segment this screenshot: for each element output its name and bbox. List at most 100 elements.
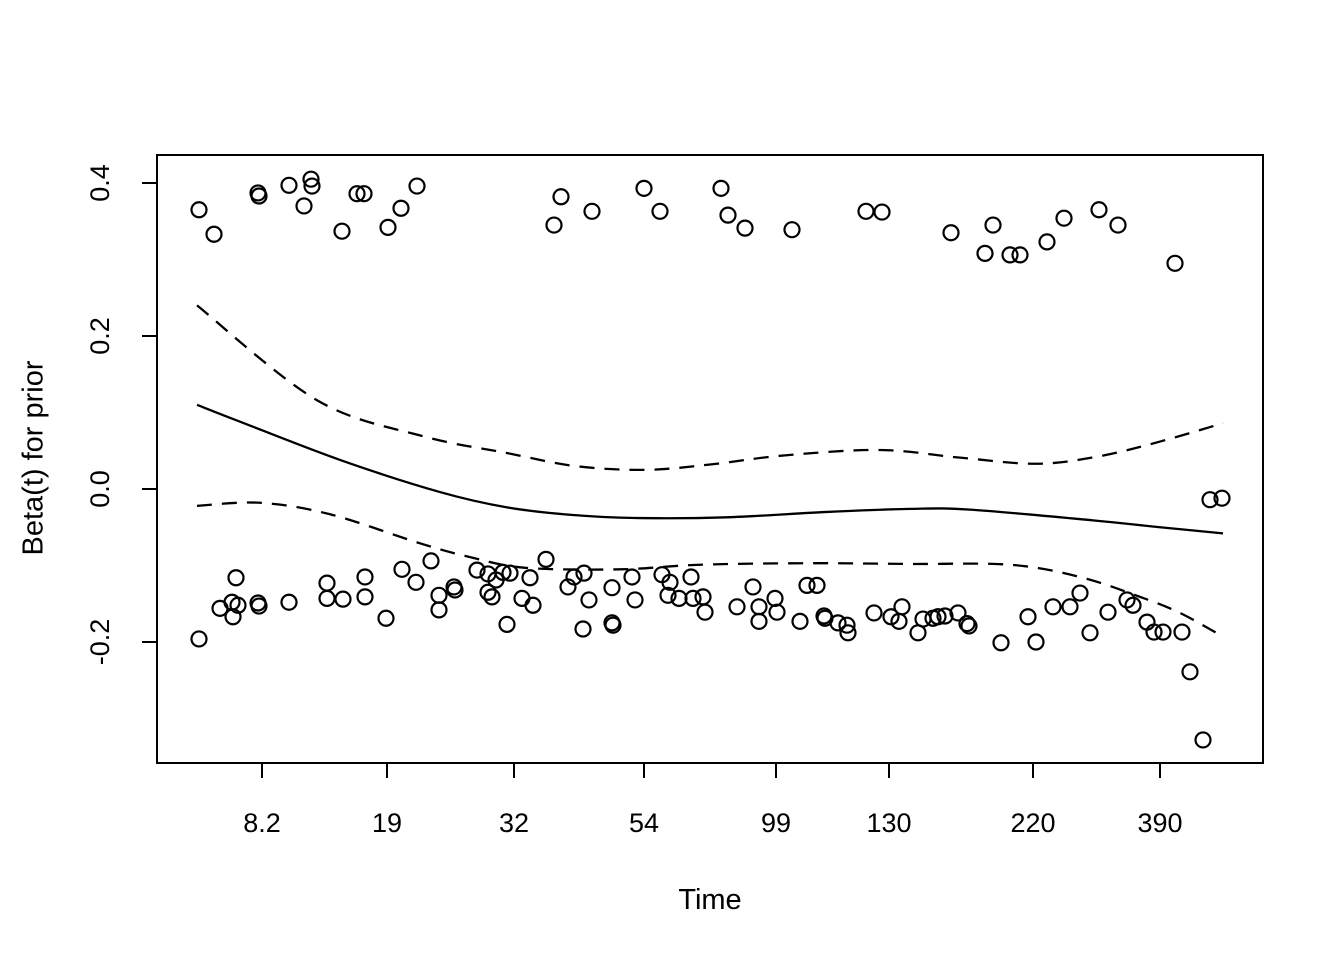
data-point xyxy=(929,608,947,626)
x-axis-title: Time xyxy=(678,884,742,916)
data-point xyxy=(736,219,754,237)
data-point xyxy=(1154,623,1172,641)
data-point xyxy=(379,218,397,236)
data-point xyxy=(229,596,247,614)
data-point xyxy=(766,589,784,607)
data-point xyxy=(1166,254,1184,272)
data-point xyxy=(422,552,440,570)
data-point xyxy=(1001,246,1019,264)
data-point xyxy=(280,176,298,194)
data-point xyxy=(750,612,768,630)
data-point xyxy=(936,607,954,625)
data-point xyxy=(408,177,426,195)
data-point xyxy=(798,576,816,594)
x-tick-label: 390 xyxy=(1137,808,1182,838)
data-point xyxy=(1124,596,1142,614)
data-point xyxy=(224,608,242,626)
data-point xyxy=(728,598,746,616)
upper-confidence-band-curve xyxy=(196,304,1224,472)
data-point xyxy=(407,573,425,591)
data-point xyxy=(227,569,245,587)
y-tick-label: -0.2 xyxy=(85,619,115,666)
data-point xyxy=(1090,201,1108,219)
data-point xyxy=(829,614,847,632)
data-point xyxy=(1099,603,1117,621)
data-point xyxy=(501,564,519,582)
data-point xyxy=(604,616,622,634)
data-point xyxy=(524,596,542,614)
data-point xyxy=(984,216,1002,234)
data-point xyxy=(302,170,320,188)
data-point xyxy=(949,604,967,622)
data-point xyxy=(1201,491,1219,509)
data-point xyxy=(521,569,539,587)
data-point xyxy=(280,593,298,611)
data-point xyxy=(430,601,448,619)
data-point xyxy=(393,560,411,578)
data-point xyxy=(356,588,374,606)
data-point xyxy=(719,206,737,224)
data-point xyxy=(446,581,464,599)
data-point xyxy=(356,568,374,586)
data-point xyxy=(1038,233,1056,251)
data-point xyxy=(873,203,891,221)
y-tick-label: 0.0 xyxy=(85,470,115,508)
data-point xyxy=(992,634,1010,652)
data-point xyxy=(334,590,352,608)
x-tick-label: 19 xyxy=(372,808,402,838)
data-point xyxy=(348,185,366,203)
x-tick-label: 54 xyxy=(629,808,659,838)
data-point xyxy=(976,244,994,262)
data-point xyxy=(552,188,570,206)
data-point xyxy=(355,185,373,203)
data-point xyxy=(190,630,208,648)
data-point xyxy=(1071,584,1089,602)
data-point xyxy=(659,586,677,604)
data-point xyxy=(303,177,321,195)
data-point xyxy=(768,603,786,621)
data-point xyxy=(377,609,395,627)
x-tick-label: 220 xyxy=(1010,808,1055,838)
data-point xyxy=(684,589,702,607)
data-point xyxy=(682,568,700,586)
data-point xyxy=(1194,731,1212,749)
data-point xyxy=(498,615,516,634)
data-point xyxy=(603,579,621,597)
y-axis-title: Beta(t) for prior xyxy=(17,360,50,556)
data-point xyxy=(1145,623,1163,641)
data-point xyxy=(468,561,486,579)
data-point xyxy=(893,598,911,616)
data-point xyxy=(250,187,268,205)
data-point xyxy=(1109,216,1127,234)
data-point xyxy=(580,591,598,609)
x-tick-label: 99 xyxy=(761,808,791,838)
data-point xyxy=(960,617,978,635)
data-point xyxy=(808,576,826,594)
data-point xyxy=(744,578,762,596)
data-point xyxy=(696,603,714,621)
data-point xyxy=(479,583,497,601)
data-point xyxy=(865,604,883,622)
data-point xyxy=(626,591,644,609)
data-point xyxy=(545,216,563,234)
data-point xyxy=(958,615,976,633)
data-point xyxy=(513,589,531,607)
y-tick-label: 0.2 xyxy=(85,317,115,355)
data-point xyxy=(1055,209,1073,227)
data-point xyxy=(575,564,593,582)
x-tick-label: 32 xyxy=(499,808,529,838)
data-point xyxy=(791,612,809,630)
data-point xyxy=(942,224,960,242)
data-point xyxy=(190,201,208,219)
data-point xyxy=(583,202,601,220)
plot-box xyxy=(156,154,1264,764)
data-point xyxy=(1181,663,1199,681)
data-point xyxy=(838,616,856,634)
data-point xyxy=(651,202,669,220)
data-point xyxy=(623,568,641,586)
data-point xyxy=(712,179,730,197)
data-point xyxy=(1011,246,1029,264)
data-point xyxy=(537,550,555,568)
data-point xyxy=(1019,608,1037,626)
data-point xyxy=(295,197,313,215)
